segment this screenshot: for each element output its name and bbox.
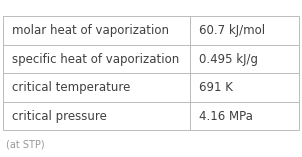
Bar [3, 16, 299, 130]
Text: 691 K: 691 K [199, 81, 233, 94]
Text: 0.495 kJ/g: 0.495 kJ/g [199, 53, 258, 66]
Text: specific heat of vaporization: specific heat of vaporization [12, 53, 179, 66]
Text: critical temperature: critical temperature [12, 81, 130, 94]
Text: 60.7 kJ/mol: 60.7 kJ/mol [199, 24, 265, 37]
Text: molar heat of vaporization: molar heat of vaporization [12, 24, 169, 37]
Text: (at STP): (at STP) [6, 139, 45, 149]
Text: 4.16 MPa: 4.16 MPa [199, 110, 253, 123]
Text: critical pressure: critical pressure [12, 110, 107, 123]
